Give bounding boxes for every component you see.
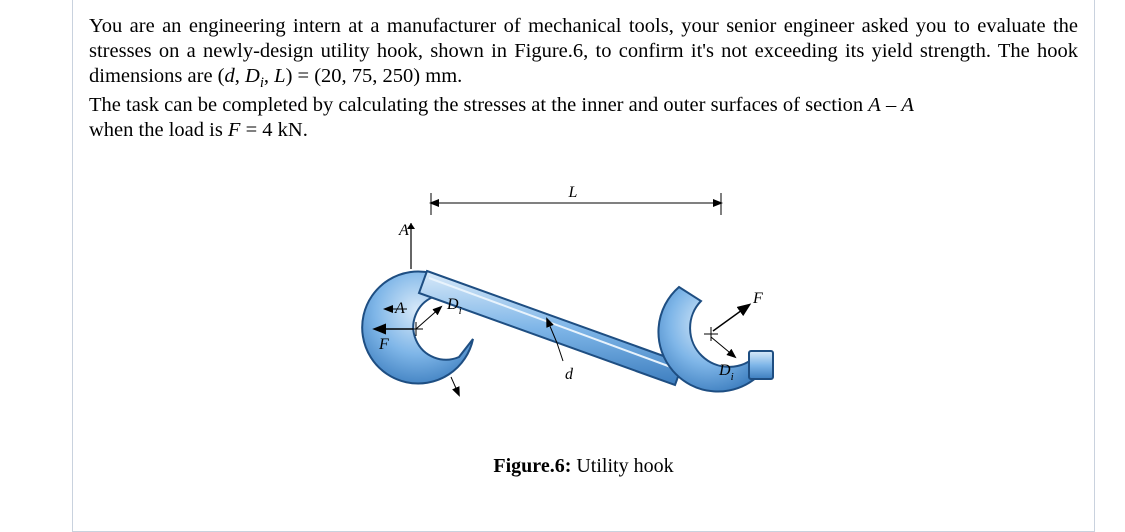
problem-statement: You are an engineering intern at a manuf… bbox=[89, 14, 1078, 143]
symbol-Di: D bbox=[245, 65, 260, 87]
text-segment: ) = (20, 75, 250) mm. bbox=[286, 65, 463, 87]
label-L: L bbox=[568, 184, 578, 201]
symbol-F: F bbox=[228, 119, 241, 141]
symbol-A2: A bbox=[901, 94, 914, 116]
symbol-A: A bbox=[868, 94, 881, 116]
caption-bold: Figure.6: bbox=[493, 455, 571, 477]
page: You are an engineering intern at a manuf… bbox=[0, 0, 1125, 532]
label-F-left: F bbox=[378, 336, 389, 353]
content-frame: You are an engineering intern at a manuf… bbox=[72, 0, 1095, 532]
label-d: d bbox=[565, 366, 574, 383]
text-segment: – bbox=[881, 94, 902, 116]
dimension-L: L bbox=[431, 184, 721, 215]
utility-hook-diagram: L bbox=[321, 179, 801, 439]
label-F-right: F bbox=[752, 290, 763, 307]
figure-region: L bbox=[89, 179, 1078, 439]
text-segment: The task can be completed by calculating… bbox=[89, 94, 868, 116]
text-segment: when the load is bbox=[89, 119, 228, 141]
text-segment: , bbox=[264, 65, 274, 87]
label-A-top: A bbox=[398, 222, 409, 239]
figure-caption: Figure.6: Utility hook bbox=[89, 455, 1078, 478]
text-segment: = 4 kN. bbox=[240, 119, 307, 141]
symbol-L: L bbox=[274, 65, 285, 87]
caption-rest: Utility hook bbox=[571, 455, 673, 477]
symbol-d: d bbox=[225, 65, 235, 87]
text-segment: , bbox=[235, 65, 245, 87]
